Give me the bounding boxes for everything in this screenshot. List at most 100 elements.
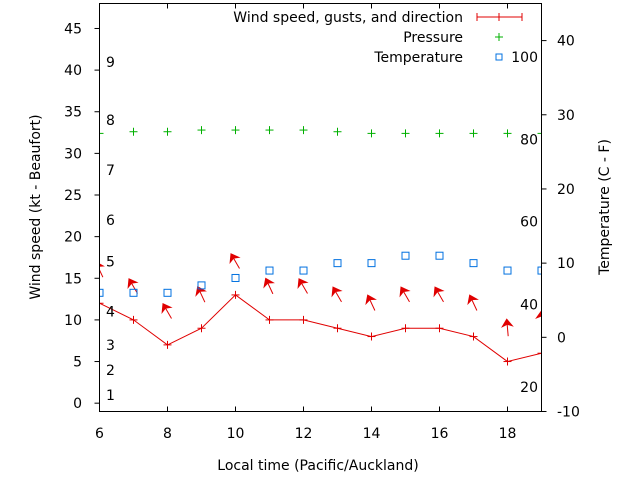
y2-tick-label: -10 [557,405,580,421]
temperature-point [537,266,542,275]
y2-tick-label: 20 [557,182,575,198]
legend: Wind speed, gusts, and direction Pressur… [233,10,523,66]
x-tick-label: 18 [499,426,517,442]
gust-direction-arrow [433,286,445,303]
beaufort-label: 5 [106,255,115,271]
temperature-point [129,288,138,297]
legend-marker-pressure [495,33,503,41]
pressure-point [401,129,410,138]
temperature-point [299,266,308,275]
legend-marker-wind [476,13,523,21]
wind-speed-point [265,315,274,324]
x-tick-label: 12 [295,426,313,442]
pressure-point [231,126,240,135]
wind-speed-line [99,294,542,363]
beaufort-label: 1 [106,388,115,404]
gust-direction-arrow [297,278,309,294]
gust-direction-arrow [467,294,479,311]
temperature-point [469,259,478,268]
plot-frame [99,3,542,412]
pressure-point [333,127,342,136]
wind-speed-point [537,349,542,358]
y-tick-label: 0 [73,396,82,412]
y-axis-left: 0 5 10 15 20 25 30 35 40 45 [64,21,100,412]
y-tick-label: 10 [64,313,82,329]
x-tick-label: 8 [163,426,172,442]
x-tick-label: 16 [431,426,449,442]
pressure-point [99,129,104,138]
fahrenheit-label: 20 [520,380,538,396]
wind-speed-point [299,315,308,324]
gust-direction-arrow [365,294,377,311]
wind-speed-point [231,290,240,299]
pressure-point [503,129,512,138]
gust-direction-arrow [99,261,105,278]
pressure-point [435,129,444,138]
temperature-point [333,259,342,268]
plot-area [99,126,542,366]
temperature-point [197,281,206,290]
temperature-point [435,251,444,260]
beaufort-label: 8 [106,113,115,129]
temperature-point [367,259,376,268]
temperature-point [163,288,172,297]
pressure-point [299,126,308,135]
y-axis-label: Wind speed (kt - Beaufort) [28,114,44,299]
pressure-point [129,127,138,136]
temperature-point [99,288,104,297]
y-tick-label: 40 [64,63,82,79]
wind-speed-point [99,299,104,308]
gust-direction-arrow [195,285,207,303]
y2-axis-label: Temperature (C - F) [597,139,613,276]
wind-speed-point [129,315,138,324]
gust-direction-arrow [263,277,275,295]
gust-direction-arrow [229,253,241,269]
beaufort-label: 2 [106,363,115,379]
legend-label-temperature: Temperature [373,50,463,66]
temperature-point [231,273,240,282]
y2-tick-label: 40 [557,34,575,50]
fahrenheit-label: 80 [520,132,538,148]
y-tick-label: 25 [64,188,82,204]
beaufort-label: 4 [106,305,115,321]
beaufort-label: 7 [106,163,115,179]
fahrenheit-label: 100 [511,50,538,66]
x-tick-label: 10 [227,426,245,442]
wind-speed-point [469,332,478,341]
pressure-point [367,129,376,138]
pressure-point [265,126,274,135]
y2-tick-label: 30 [557,108,575,124]
wind-speed-point [333,324,342,333]
y-tick-label: 30 [64,146,82,162]
y-tick-label: 20 [64,230,82,246]
legend-label-wind: Wind speed, gusts, and direction [233,10,463,26]
y-tick-label: 35 [64,105,82,121]
beaufort-label: 6 [106,213,115,229]
temperature-point [265,266,274,275]
x-tick-label: 14 [363,426,381,442]
fahrenheit-label: 40 [520,298,538,314]
pressure-point [537,129,542,138]
y2-tick-label: 0 [557,330,566,346]
wind-speed-point [197,324,206,333]
gust-direction-arrow [331,286,343,303]
wind-speed-point [435,324,444,333]
y-tick-label: 5 [73,355,82,371]
legend-label-pressure: Pressure [403,30,463,46]
beaufort-scale-labels: 1 2 3 4 5 6 7 8 9 [106,55,115,404]
wind-speed-point [163,340,172,349]
fahrenheit-label: 60 [520,215,538,231]
y-tick-label: 15 [64,271,82,287]
gust-direction-arrow [399,286,411,303]
pressure-point [469,129,478,138]
wind-speed-point [503,357,512,366]
wind-speed-point [401,324,410,333]
x-axis: 6 8 10 12 14 16 18 [95,3,517,442]
fahrenheit-scale-labels: 20 40 60 80 100 [511,50,538,396]
chart-marks [99,126,542,366]
legend-marker-temperature [495,53,503,61]
gust-direction-arrow [501,318,514,337]
gust-direction-arrow [127,278,139,294]
temperature-point [401,251,410,260]
